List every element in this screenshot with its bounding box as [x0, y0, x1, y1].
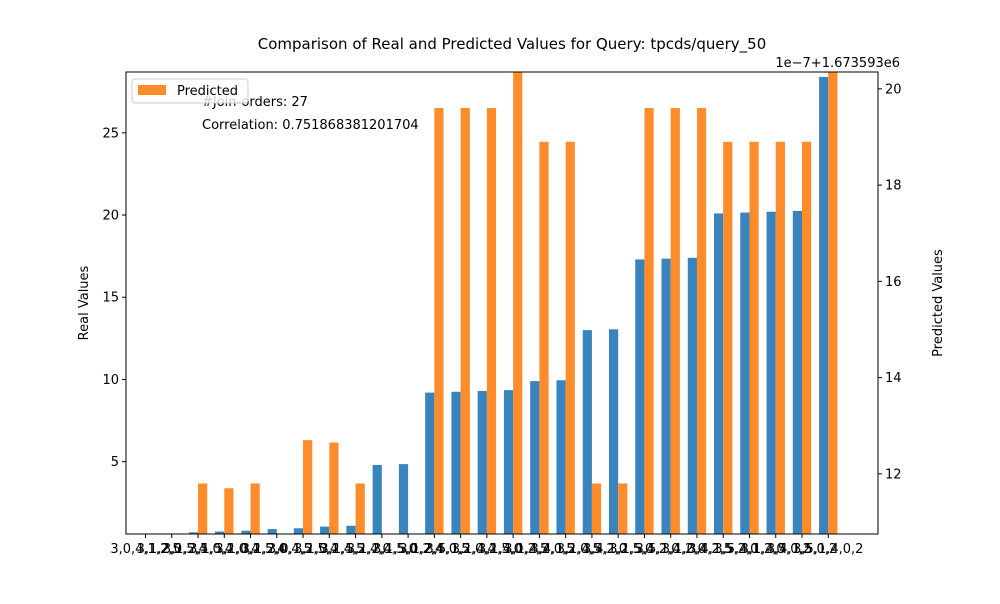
predicted-bar	[434, 108, 444, 534]
y-tick-label: 10	[102, 373, 119, 388]
predicted-bar	[460, 108, 470, 534]
legend-swatch-predicted	[138, 85, 166, 95]
real-bar	[661, 258, 671, 534]
x-tick-label: 3,0,1,2,5,4	[268, 542, 338, 557]
predicted-bar	[303, 440, 313, 534]
x-tick-label: 3,1,2,0,5,4	[137, 542, 207, 557]
predicted-bar	[749, 141, 759, 534]
real-bar	[477, 390, 487, 534]
legend-label-predicted: Predicted	[177, 84, 238, 99]
x-tick-label: 3,1,5,2,0,4	[189, 542, 259, 557]
real-bar	[241, 530, 251, 534]
x-tick-label: 3,1,4,5,2,0	[557, 542, 627, 557]
x-tick-label: 3,1,4,2,5,0	[452, 542, 522, 557]
real-bar	[608, 329, 619, 534]
predicted-bar	[513, 72, 523, 534]
x-tick-label: 3,1,2,4,5,0	[347, 542, 417, 557]
real-bar	[687, 257, 697, 534]
predicted-bar	[723, 141, 733, 534]
chart-title: Comparison of Real and Predicted Values …	[258, 35, 767, 54]
real-bar	[267, 529, 277, 534]
predicted-bar	[591, 483, 602, 534]
y2-tick-label: 16	[885, 275, 902, 290]
x-tick-label: 3,1,2,0,4,5	[242, 542, 312, 557]
real-bar	[582, 330, 592, 534]
x-tick-label: 3,4,1,2,5,0	[583, 542, 653, 557]
real-bar	[425, 392, 435, 534]
real-bar	[346, 525, 356, 534]
predicted-bar	[355, 483, 365, 534]
y2-offset-label: 1e−7+1.673593e6	[775, 56, 900, 71]
x-tick-label: 3,1,0,2,4,5	[294, 542, 364, 557]
x-tick-label: 3,1,2,4,0,5	[399, 542, 469, 557]
left-y-axis: 5 10 15 20 25	[102, 126, 126, 470]
predicted-bar	[618, 483, 628, 534]
predicted-bar	[486, 108, 497, 534]
predicted-bar	[644, 108, 654, 534]
real-bar	[635, 259, 645, 534]
real-bar	[530, 381, 540, 534]
predicted-bar	[828, 72, 838, 534]
predicted-bar	[539, 141, 549, 534]
real-bar	[451, 391, 461, 534]
real-bar	[714, 213, 724, 534]
real-bar	[556, 380, 566, 534]
x-axis: 3,0,4,1,2,53,1,2,0,5,43,1,2,5,0,43,1,5,2…	[110, 534, 863, 557]
real-bar	[372, 464, 382, 534]
predicted-bar	[802, 141, 812, 534]
y2-tick-label: 12	[885, 467, 902, 482]
predicted-bar	[198, 483, 208, 534]
x-tick-label: 3,5,1,4,0,2	[793, 542, 863, 557]
x-tick-label: 3,0,4,1,2,5	[110, 542, 180, 557]
real-bar	[792, 210, 802, 534]
x-tick-label: 3,1,0,2,5,4	[215, 542, 285, 557]
bars-layer	[188, 72, 838, 534]
y-tick-label: 5	[111, 455, 119, 470]
legend: Predicted	[131, 78, 249, 104]
x-tick-label: 3,4,1,5,2,0	[688, 542, 758, 557]
real-bar	[819, 76, 829, 534]
real-bar	[398, 464, 409, 534]
predicted-bar	[565, 141, 575, 534]
x-tick-label: 3,1,5,0,2,4	[373, 542, 443, 557]
y-axis-label: Real Values	[77, 265, 92, 340]
predicted-bar	[696, 108, 707, 534]
real-bar	[503, 390, 514, 534]
x-tick-label: 3,5,1,4,2,0	[636, 542, 706, 557]
plot-frame	[125, 71, 879, 535]
y2-tick-label: 20	[885, 82, 902, 97]
predicted-bar	[670, 108, 680, 534]
x-tick-label: 3,1,4,5,0,2	[741, 542, 811, 557]
x-tick-label: 3,1,4,0,2,5	[478, 542, 548, 557]
real-bar	[188, 532, 199, 534]
x-tick-label: 3,1,5,4,2,0	[609, 542, 679, 557]
real-bar	[766, 211, 776, 534]
predicted-bar	[224, 488, 234, 534]
y-tick-label: 25	[102, 126, 119, 141]
real-bar	[215, 531, 225, 534]
x-tick-label: 3,1,2,5,0,4	[163, 542, 233, 557]
y2-tick-label: 18	[885, 179, 902, 194]
right-y-axis: 12 14 16 18 20	[878, 82, 902, 482]
x-tick-label: 3,4,1,5,0,2	[767, 542, 837, 557]
y2-axis-label: Predicted Values	[931, 249, 946, 357]
predicted-bar	[775, 141, 785, 534]
y2-tick-label: 14	[885, 371, 902, 386]
x-tick-label: 3,5,4,1,2,0	[714, 542, 784, 557]
x-tick-label: 3,1,4,2,0,5	[504, 542, 574, 557]
correlation-annotation: Correlation: 0.751868381201704	[202, 118, 419, 133]
predicted-bar	[329, 442, 339, 534]
x-tick-label: 3,5,1,2,0,4	[425, 542, 495, 557]
real-bar	[320, 526, 330, 534]
real-bar	[293, 528, 304, 534]
x-tick-label: 3,4,1,2,0,5	[531, 542, 601, 557]
x-tick-label: 3,1,0,4,2,5	[662, 542, 732, 557]
real-bar	[740, 212, 750, 534]
y-tick-label: 15	[102, 291, 119, 306]
y-tick-label: 20	[102, 209, 119, 224]
x-tick-label: 3,1,5,2,4,0	[320, 542, 390, 557]
predicted-bar	[250, 483, 260, 534]
